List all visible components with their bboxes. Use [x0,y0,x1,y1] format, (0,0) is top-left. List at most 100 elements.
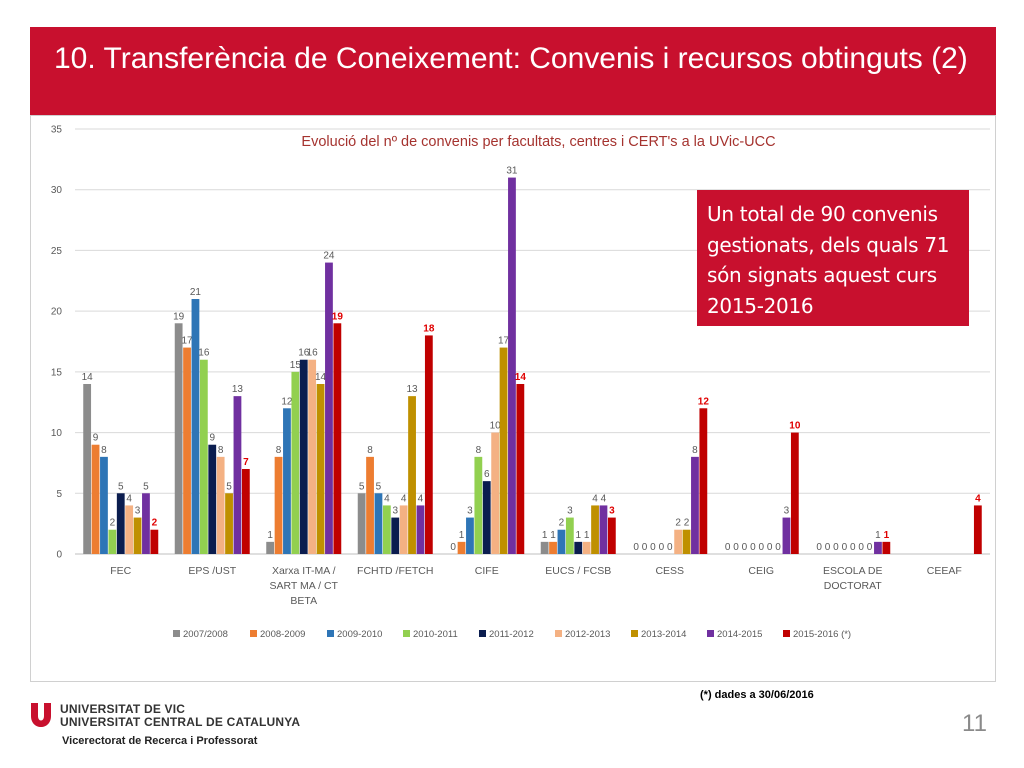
data-label: 15 [290,360,302,371]
data-label: 10 [789,421,801,432]
data-label: 14 [515,372,527,383]
data-label: 0 [816,542,822,553]
data-label: 2 [152,518,158,529]
bar [366,456,374,554]
data-label: 19 [173,311,185,322]
data-label: 0 [750,542,756,553]
legend-swatch [250,630,257,637]
data-label: 0 [733,542,739,553]
bar [416,505,425,554]
slide-title: 10. Transferència de Coneixement: Conven… [54,42,968,75]
bar [216,456,225,554]
bar [408,396,416,554]
data-label: 0 [858,542,864,553]
x-tick-label: DOCTORAT [824,580,883,592]
bar [457,541,466,554]
bar [183,347,191,554]
x-tick-label: CESS [655,565,684,577]
vicerectorat-label: Vicerectorat de Recerca i Professorat [62,735,258,747]
bar [674,529,683,554]
callout-box: Un total de 90 convenis gestionats, dels… [697,190,969,326]
data-label: 5 [376,481,382,492]
bar [150,529,159,554]
data-label: 2 [684,518,690,529]
bar [266,541,275,554]
bar [100,456,108,554]
bar [540,541,549,554]
data-label: 14 [315,372,327,383]
bar [191,299,200,554]
data-label: 0 [667,542,673,553]
data-label: 9 [209,433,215,444]
data-label: 4 [601,493,607,504]
bar [466,517,474,554]
data-label: 31 [506,166,518,177]
bar [973,505,982,554]
university-logo-icon [31,703,51,727]
data-label: 0 [842,542,848,553]
data-label: 3 [392,506,398,517]
legend-label: 2008-2009 [260,629,305,640]
bar [474,456,483,554]
bar [691,456,699,554]
bar [91,444,100,554]
data-label: 3 [567,506,573,517]
callout-text: Un total de 90 convenis gestionats, dels… [707,202,950,318]
data-label: 5 [143,481,149,492]
legend-label: 2014-2015 [717,629,762,640]
bar [357,493,366,554]
bar [557,529,566,554]
bar [108,529,117,554]
bar [874,541,882,554]
data-label: 5 [118,481,124,492]
data-label: 0 [775,542,781,553]
bar [125,505,134,554]
data-label: 18 [423,323,435,334]
bar [283,408,291,554]
legend-swatch [707,630,714,637]
university-name-line2: UNIVERSITAT CENTRAL DE CATALUNYA [60,715,301,729]
data-label: 4 [592,493,598,504]
y-tick-label: 15 [51,367,63,378]
bar [233,396,242,554]
data-label: 2 [675,518,681,529]
data-label: 3 [609,506,615,517]
bar [424,335,433,554]
bar [308,359,317,554]
data-label: 13 [232,384,244,395]
y-tick-label: 35 [51,125,63,136]
bar [699,408,708,554]
data-label: 10 [490,421,502,432]
chart-title: Evolució del nº de convenis per facultat… [301,134,775,150]
bar [516,384,525,554]
legend-label: 2009-2010 [337,629,382,640]
bar [790,432,799,554]
x-tick-label: CEIG [748,565,774,577]
university-name-line1: UNIVERSITAT DE VIC [60,702,186,716]
x-tick-label: SART MA / CT [270,580,339,592]
bar [241,469,250,554]
data-label: 12 [698,396,710,407]
x-tick-label: Xarxa IT-MA / [272,565,336,577]
data-label: 8 [218,445,224,456]
data-label: 4 [126,493,132,504]
bar [374,493,383,554]
data-label: 17 [498,336,510,347]
data-label: 8 [692,445,698,456]
y-tick-label: 25 [51,246,63,257]
bar [174,323,183,554]
data-label: 0 [725,542,731,553]
data-label: 8 [476,445,482,456]
data-label: 2 [559,518,565,529]
data-label: 0 [767,542,773,553]
legend-label: 2010-2011 [413,629,458,640]
legend-swatch [631,630,638,637]
data-label: 0 [642,542,648,553]
bar [382,505,391,554]
y-tick-label: 0 [56,550,62,561]
legend-swatch [555,630,562,637]
data-label: 4 [975,493,981,504]
y-tick-label: 5 [56,489,62,500]
data-label: 21 [190,287,202,298]
